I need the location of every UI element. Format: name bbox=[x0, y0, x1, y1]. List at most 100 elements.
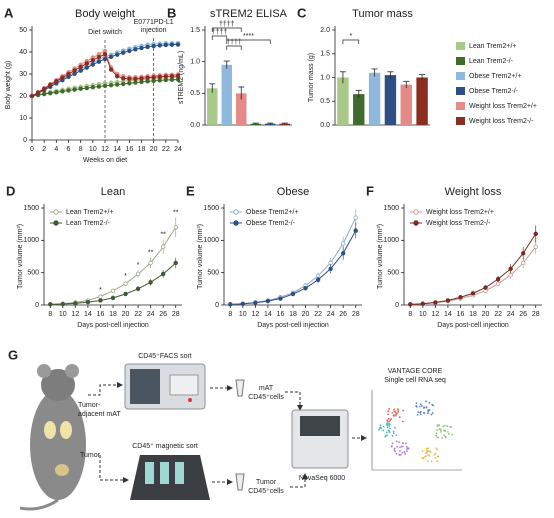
x-tick-label: 24 bbox=[507, 311, 515, 318]
tsne-dot bbox=[423, 406, 426, 409]
annotation: injection bbox=[141, 27, 167, 34]
data-point bbox=[169, 42, 175, 47]
tsne-dot bbox=[404, 452, 407, 455]
tsne-dot bbox=[389, 419, 392, 422]
data-point bbox=[73, 301, 78, 306]
x-tick-label: 8 bbox=[408, 311, 412, 318]
significance: †††† bbox=[219, 21, 235, 28]
bar bbox=[416, 77, 428, 125]
data-point bbox=[420, 301, 426, 306]
y-tick-label: 1.5 bbox=[320, 51, 330, 58]
legend-marker bbox=[413, 209, 419, 215]
y-tick-label: 0 bbox=[23, 137, 27, 144]
x-tick-label: 10 bbox=[89, 146, 97, 153]
tsne-dot bbox=[430, 413, 433, 416]
y-axis-label: sTREM2 (ng/mL) bbox=[178, 51, 185, 104]
mouse-head bbox=[41, 369, 75, 401]
sequencer-screen bbox=[300, 416, 340, 436]
chart-title: sTREM2 ELISA bbox=[210, 8, 288, 20]
significance: * bbox=[137, 262, 140, 269]
data-point bbox=[145, 44, 150, 50]
tsne-dot bbox=[389, 423, 392, 426]
data-point bbox=[151, 78, 156, 84]
annotation: E0771PD-L1 bbox=[134, 19, 174, 26]
tsne-dot bbox=[394, 426, 396, 429]
x-tick-label: 8 bbox=[79, 146, 83, 153]
legend-marker bbox=[233, 220, 239, 226]
tsne-dot bbox=[417, 411, 420, 414]
x-tick-label: 18 bbox=[109, 311, 117, 318]
facs-light bbox=[188, 398, 192, 402]
x-tick-label: 22 bbox=[314, 311, 322, 318]
legend-marker bbox=[53, 209, 59, 215]
data-point bbox=[328, 260, 333, 266]
tsne-dot bbox=[387, 413, 390, 416]
legend-label: Weight loss Trem2+/+ bbox=[426, 209, 494, 216]
y-tick-label: 1500 bbox=[23, 205, 39, 212]
data-point bbox=[328, 266, 333, 271]
y-axis-label: Tumor volume (mm³) bbox=[197, 224, 204, 289]
data-point bbox=[48, 90, 53, 96]
tsne-dot bbox=[425, 400, 427, 403]
significance: †††† bbox=[226, 39, 242, 46]
data-point bbox=[98, 298, 103, 303]
data-point bbox=[163, 74, 169, 79]
y-tick-label: 30 bbox=[19, 71, 27, 78]
tsne-dot bbox=[386, 420, 389, 422]
panel-label: B bbox=[167, 5, 176, 20]
data-point bbox=[108, 67, 114, 72]
tsne-dot bbox=[446, 425, 449, 428]
tsne-dot bbox=[398, 453, 401, 456]
tsne-dot bbox=[392, 414, 395, 417]
tsne-dot bbox=[443, 429, 445, 432]
chart-title: Body weight bbox=[75, 8, 135, 20]
bar bbox=[236, 93, 247, 125]
data-point bbox=[121, 76, 126, 81]
tsne-dot bbox=[392, 430, 395, 433]
x-tick-label: 20 bbox=[302, 311, 310, 318]
cells-label: CD45⁺cells bbox=[248, 488, 284, 495]
tsne-dot bbox=[444, 430, 447, 432]
x-tick-label: 20 bbox=[482, 311, 490, 318]
data-point bbox=[408, 302, 413, 307]
tsne-dot bbox=[441, 437, 443, 439]
y-tick-label: 1.0 bbox=[320, 74, 330, 81]
legend-label: Obese Trem2+/+ bbox=[469, 73, 522, 80]
chart-title: Obese bbox=[277, 186, 309, 198]
tube bbox=[235, 379, 245, 397]
tsne-dot bbox=[443, 434, 446, 437]
legend-swatch bbox=[456, 117, 465, 125]
tsne-dot bbox=[392, 432, 395, 435]
data-point bbox=[133, 80, 138, 85]
source-label: Tumor- bbox=[78, 402, 101, 409]
x-tick-label: 16 bbox=[457, 311, 465, 318]
data-point bbox=[157, 74, 162, 80]
significance: * bbox=[99, 287, 102, 294]
x-tick-label: 22 bbox=[494, 311, 502, 318]
x-tick-label: 8 bbox=[228, 311, 232, 318]
data-point bbox=[290, 291, 296, 297]
tube bbox=[145, 462, 154, 484]
tsne-dot bbox=[447, 431, 449, 433]
mouse-illustration bbox=[19, 364, 86, 511]
legend-swatch bbox=[456, 57, 465, 65]
legend-label: Lean Trem2+/+ bbox=[66, 209, 113, 216]
data-point bbox=[278, 296, 283, 301]
y-tick-label: 0.5 bbox=[320, 98, 330, 105]
data-point bbox=[160, 244, 166, 249]
data-point bbox=[48, 82, 53, 88]
tsne-dot bbox=[398, 441, 400, 443]
x-tick-label: 10 bbox=[419, 311, 427, 318]
y-tick-label: 2.0 bbox=[320, 27, 330, 34]
y-tick-label: 50 bbox=[19, 27, 27, 34]
tsne-dot bbox=[386, 434, 388, 436]
mouse-ear bbox=[65, 364, 79, 378]
data-point bbox=[54, 79, 59, 84]
tsne-dot bbox=[415, 402, 418, 405]
mouse-body bbox=[30, 390, 86, 500]
tsne-dot bbox=[418, 405, 421, 408]
data-point bbox=[148, 280, 153, 285]
y-tick-label: 1.5 bbox=[190, 27, 200, 34]
tsne-dot bbox=[420, 405, 423, 407]
significance-bracket bbox=[342, 39, 360, 44]
